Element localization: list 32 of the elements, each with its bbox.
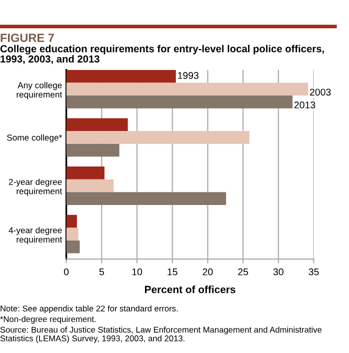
series-label: 2013 [294,102,316,108]
y-tick-label: Some college* [7,134,62,142]
chart-subtitle: College education requirements for entry-level local police officers, 1993, 2003, and 2013 [0,44,324,64]
x-tick-label: 35 [308,268,319,276]
x-axis-title: Percent of officers [145,286,236,294]
series-label: 1993 [178,72,199,79]
bar [66,118,128,132]
bar [66,228,78,240]
bar [66,214,77,228]
x-tick-label: 15 [168,268,178,276]
x-tick-label: 5 [99,268,104,276]
bar [66,240,80,254]
x-tick-label: 20 [202,268,213,276]
x-tick-label: 30 [273,268,284,276]
bar [66,82,308,96]
bar [66,96,293,108]
chart-title: FIGURE 7 [0,34,54,42]
bar [66,131,250,144]
x-tick-label: 0 [64,268,69,276]
source-note: Source: Bureau of Justice Statistics, Law Enforcement Management and Administrative Statistics (LEMAS) Survey, 1993, 2003, and 2013. [0,326,322,343]
y-tick-label: 4-year degree requirement [8,226,62,244]
text: Note: See appendix table 22 for standard errors. [0,305,178,314]
x-tick-label: 25 [238,268,248,276]
x-tick-label: 10 [132,268,142,276]
series-label: 2003 [310,88,331,96]
y-tick-label: 2-year degree requirement [8,178,62,196]
bar [66,166,104,180]
y-tick-label: Any college requirement [16,82,62,100]
bar [66,192,226,205]
bar [66,144,120,157]
bar [66,179,114,192]
text: *Non-degree requirement. [0,316,96,324]
